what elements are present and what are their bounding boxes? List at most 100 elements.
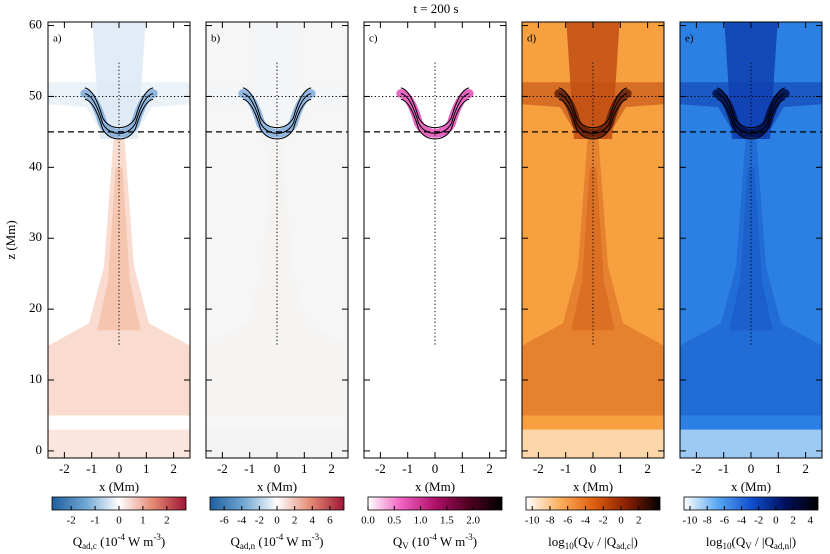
colorbar-tick-label: 2 bbox=[292, 515, 298, 527]
x-tick-label: 1 bbox=[459, 461, 466, 476]
colorbar-tick-label: -1 bbox=[90, 515, 99, 527]
field-plume-core bbox=[255, 167, 299, 331]
x-tick-label: -1 bbox=[560, 461, 571, 476]
y-axis-label: z (Mm) bbox=[3, 220, 18, 259]
colorbar-label-part: (10 bbox=[255, 534, 276, 549]
colorbar-tick-label: 4 bbox=[310, 515, 316, 527]
x-tick-label: 0 bbox=[590, 461, 597, 476]
colorbar-tick-label: 2 bbox=[164, 515, 170, 527]
colorbar-tick-label: 2 bbox=[790, 515, 796, 527]
colorbar-tick-label: 2 bbox=[636, 515, 642, 527]
panel-label: e) bbox=[685, 33, 694, 45]
field-bottom bbox=[206, 429, 348, 458]
x-tick-label: 2 bbox=[644, 461, 651, 476]
x-axis-label: x (Mm) bbox=[731, 479, 771, 494]
colorbar-tick-label: 1.5 bbox=[440, 515, 454, 527]
colorbar-tick-label: 1.0 bbox=[414, 515, 428, 527]
x-tick-label: -1 bbox=[402, 461, 413, 476]
panel bbox=[364, 22, 506, 458]
panel bbox=[48, 22, 190, 458]
colorbar-tick-label: -2 bbox=[255, 515, 264, 527]
colorbar-label-part: ad,c bbox=[616, 541, 631, 551]
colorbar-label-part: (10 bbox=[97, 534, 118, 549]
x-tick-label: 2 bbox=[486, 461, 493, 476]
x-tick-label: 1 bbox=[301, 461, 308, 476]
colorbar-label-part: W m bbox=[437, 534, 465, 549]
contour-line bbox=[558, 93, 628, 134]
colorbar-tick-label: 0.0 bbox=[361, 515, 375, 527]
x-tick-label: -1 bbox=[244, 461, 255, 476]
panel-label: b) bbox=[211, 33, 221, 45]
colorbar-tick-label: -6 bbox=[720, 515, 730, 527]
contour-line bbox=[400, 93, 470, 134]
field-bottom bbox=[48, 429, 190, 458]
x-axis-label: x (Mm) bbox=[99, 479, 139, 494]
x-tick-label: -2 bbox=[691, 461, 702, 476]
colorbar-label-part: ad,n bbox=[240, 541, 256, 551]
colorbar-label-part: log bbox=[548, 534, 565, 549]
x-tick-label: -2 bbox=[217, 461, 228, 476]
colorbar-tick-label: -6 bbox=[220, 515, 230, 527]
colorbar-tick-label: -2 bbox=[67, 515, 76, 527]
colorbar-label-part: |) bbox=[789, 534, 796, 549]
colorbar-label-part: Q bbox=[73, 534, 83, 549]
x-tick-label: 0 bbox=[748, 461, 755, 476]
x-tick-label: 1 bbox=[775, 461, 782, 476]
colorbar-label-part: V bbox=[588, 541, 595, 551]
colorbar-tick-label: 4 bbox=[808, 515, 814, 527]
colorbar-label-part: -3 bbox=[153, 532, 161, 542]
colorbar-label-part: -4 bbox=[429, 532, 437, 542]
colorbar-label-part: W m bbox=[125, 534, 153, 549]
x-tick-label: 2 bbox=[170, 461, 177, 476]
colorbar-label: log10(QV / |Qad,n|) bbox=[706, 534, 796, 551]
panel-label: a) bbox=[53, 33, 62, 45]
y-tick-label: 20 bbox=[29, 300, 42, 315]
colorbar-tick-label: 1 bbox=[140, 515, 146, 527]
x-tick-label: -2 bbox=[59, 461, 70, 476]
colorbar-label-part: -3 bbox=[312, 532, 320, 542]
panel-label: c) bbox=[369, 33, 378, 45]
colorbar-label-part: V bbox=[745, 541, 752, 551]
colorbar-tick-label: -2 bbox=[754, 515, 763, 527]
colorbar-label: QV (10-4 W m-3) bbox=[393, 532, 477, 551]
colorbar-label-part: ) bbox=[473, 534, 477, 549]
colorbar bbox=[367, 496, 503, 511]
colorbar-label-part: |) bbox=[631, 534, 638, 549]
field-plume-core bbox=[413, 167, 457, 331]
x-axis-label: x (Mm) bbox=[257, 479, 297, 494]
colorbar-label-part: 10 bbox=[723, 541, 733, 551]
x-tick-label: 0 bbox=[116, 461, 123, 476]
x-axis-label: x (Mm) bbox=[415, 479, 455, 494]
panel bbox=[680, 22, 822, 458]
field-bottom bbox=[522, 429, 664, 458]
colorbar-label-part: (Q bbox=[574, 534, 588, 549]
colorbar-label-part: W m bbox=[283, 534, 311, 549]
colorbar-label-part: Q bbox=[393, 534, 403, 549]
colorbar-tick-label: 0 bbox=[274, 515, 280, 527]
x-tick-label: 0 bbox=[432, 461, 439, 476]
colorbar-label-part: -4 bbox=[117, 532, 125, 542]
panel bbox=[206, 22, 348, 458]
colorbar-tick-label: 2.0 bbox=[466, 515, 480, 527]
colorbar-label-part: log bbox=[706, 534, 723, 549]
colorbar-label-part: (10 bbox=[409, 534, 430, 549]
colorbar-tick-label: -10 bbox=[683, 515, 698, 527]
colorbar-label-part: -4 bbox=[276, 532, 284, 542]
colorbar-label-part: V bbox=[402, 541, 409, 551]
colorbar-label-part: (Q bbox=[732, 534, 746, 549]
colorbar-label-part: -3 bbox=[465, 532, 473, 542]
field-bottom bbox=[680, 429, 822, 458]
colorbar-tick-label: -2 bbox=[599, 515, 608, 527]
field-plume-core bbox=[571, 167, 615, 331]
contour-line bbox=[716, 93, 786, 134]
colorbar-tick-label: -8 bbox=[703, 515, 713, 527]
colorbar-label-part: ) bbox=[161, 534, 165, 549]
colorbar-label-part: ) bbox=[319, 534, 323, 549]
colorbar-label-part: 10 bbox=[565, 541, 575, 551]
contour-line bbox=[242, 93, 312, 134]
panel bbox=[522, 22, 664, 458]
colorbar bbox=[525, 496, 661, 511]
x-tick-label: -1 bbox=[718, 461, 729, 476]
colorbar-tick-label: -6 bbox=[563, 515, 573, 527]
